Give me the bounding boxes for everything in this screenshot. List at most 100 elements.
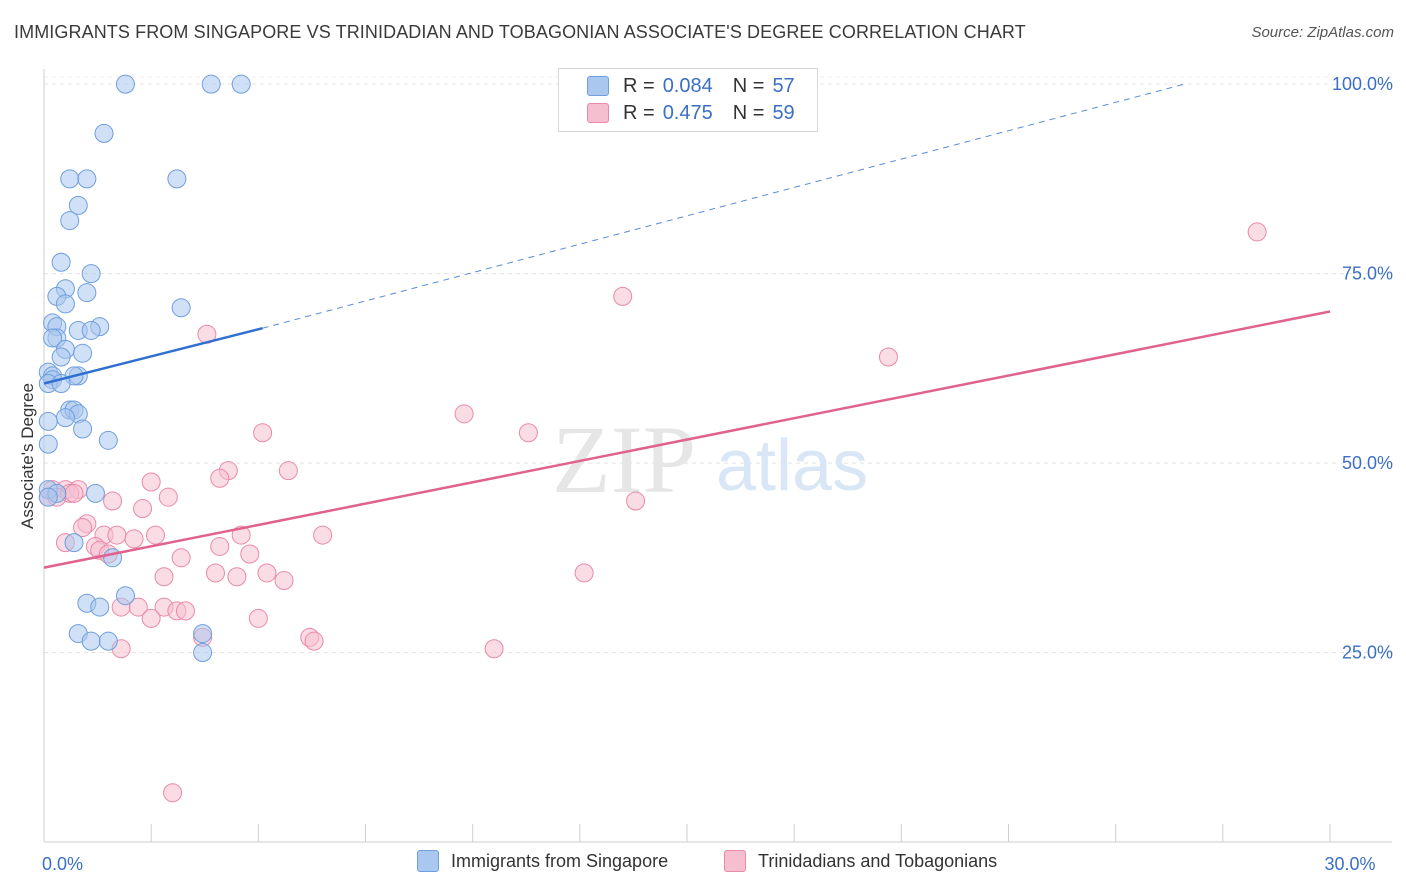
trend-singapore-extension [262,83,1185,329]
point-trinidadians [128,597,148,617]
point-trinidadians [626,491,646,511]
legend-r-value: 0.475 [662,101,713,124]
series-legend: Immigrants from Singapore Trinidadians a… [0,850,1406,878]
legend-label-trinidadians: Trinidadians and Tobagonians [758,850,998,871]
point-trinidadians [878,347,898,367]
point-trinidadians [304,631,324,651]
point-singapore [43,328,63,348]
point-trinidadians [73,517,93,537]
point-trinidadians [175,601,195,621]
y-tick-label: 75.0% [1342,264,1393,284]
point-trinidadians [484,639,504,659]
watermark-zip: ZIP [552,406,696,513]
legend-r-label: R = [623,74,655,97]
legend-n-value: 57 [772,74,795,97]
point-singapore [38,487,58,507]
x-tick-label: 0.0% [42,854,83,874]
point-trinidadians [454,404,474,424]
point-singapore [51,252,71,272]
watermark-atlas: atlas [716,426,868,506]
point-trinidadians [158,487,178,507]
x-tick-label: 30.0% [1324,854,1375,874]
point-singapore [171,298,191,318]
point-trinidadians [141,608,161,628]
series-singapore-points [38,74,251,663]
legend-item-singapore[interactable]: Immigrants from Singapore [417,850,668,872]
legend-swatch-pink [587,103,609,123]
point-trinidadians [231,525,251,545]
point-trinidadians [210,468,230,488]
point-singapore [193,624,213,644]
point-singapore [115,74,135,94]
point-trinidadians [227,567,247,587]
point-trinidadians [64,483,84,503]
point-singapore [90,597,110,617]
point-trinidadians [210,536,230,556]
point-singapore [98,430,118,450]
tick-labels: 25.0% 50.0% 75.0% 100.0% 0.0% 30.0% [42,74,1393,874]
y-tick-label: 25.0% [1342,643,1393,663]
point-singapore [68,195,88,215]
point-trinidadians [257,563,277,583]
point-trinidadians [133,499,153,519]
point-singapore [85,483,105,503]
stats-legend: R = 0.084 N = 57 R = 0.475 N = 59 [558,68,818,132]
legend-r-label: R = [623,101,655,124]
point-singapore [201,74,221,94]
legend-swatch-blue [587,76,609,96]
y-axis-label: Associate's Degree [18,383,37,529]
legend-row-trinidadians: R = 0.475 N = 59 [587,101,795,125]
watermark: ZIP atlas [552,406,868,513]
point-trinidadians [205,563,225,583]
point-trinidadians [103,491,123,511]
point-trinidadians [171,548,191,568]
point-singapore [55,294,75,314]
chart-source: Source: ZipAtlas.com [1251,24,1394,41]
point-singapore [193,643,213,663]
point-trinidadians [253,423,273,443]
legend-swatch-pink [724,850,746,872]
point-trinidadians [1247,222,1267,242]
point-singapore [94,123,114,143]
legend-n-value: 59 [772,101,795,124]
point-singapore [38,434,58,454]
point-singapore [81,631,101,651]
point-singapore [115,586,135,606]
legend-row-singapore: R = 0.084 N = 57 [587,74,795,98]
axes [43,69,1392,843]
point-singapore [51,347,71,367]
point-singapore [98,631,118,651]
point-singapore [55,408,75,428]
point-singapore [231,74,251,94]
point-trinidadians [141,472,161,492]
point-singapore [73,343,93,363]
point-singapore [64,533,84,553]
point-trinidadians [518,423,538,443]
point-trinidadians [248,608,268,628]
point-singapore [38,411,58,431]
y-tick-label: 50.0% [1342,453,1393,473]
point-singapore [73,419,93,439]
point-trinidadians [278,461,298,481]
point-trinidadians [313,525,333,545]
grid-lines [44,76,1392,654]
point-singapore [77,169,97,189]
legend-n-label: N = [732,101,765,124]
point-trinidadians [240,544,260,564]
point-trinidadians [574,563,594,583]
point-trinidadians [145,525,165,545]
legend-item-trinidadians[interactable]: Trinidadians and Tobagonians [724,850,997,872]
chart-title: IMMIGRANTS FROM SINGAPORE VS TRINIDADIAN… [14,22,1026,42]
point-trinidadians [154,567,174,587]
point-trinidadians [107,525,127,545]
legend-r-value: 0.084 [662,74,713,97]
trend-singapore [43,326,263,385]
legend-n-label: N = [732,74,765,97]
point-singapore [60,211,80,231]
point-trinidadians [124,529,144,549]
point-singapore [167,169,187,189]
legend-label-singapore: Immigrants from Singapore [451,850,669,871]
point-trinidadians [274,571,294,591]
trend-trinidadians [43,310,1331,569]
